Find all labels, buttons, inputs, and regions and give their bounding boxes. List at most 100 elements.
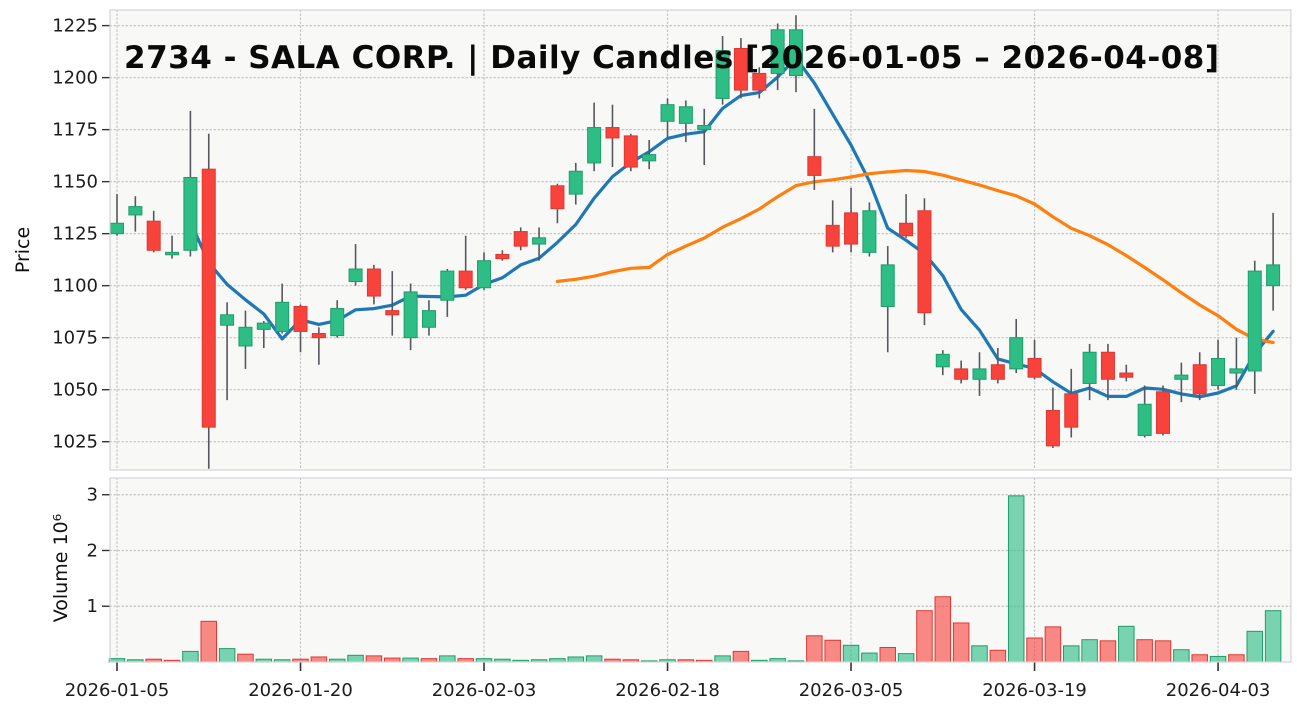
candle-up [1137, 403, 1152, 436]
price-tick-label: 1175 [52, 120, 98, 141]
candle-down [513, 231, 528, 247]
price-tick-label: 1150 [52, 172, 98, 193]
volume-bar [916, 610, 933, 663]
candle-down [495, 253, 510, 260]
date-tick-label: 2026-01-05 [65, 680, 170, 701]
candle-up [642, 154, 657, 162]
volume-panel-background [110, 478, 1291, 662]
volume-bar [1209, 655, 1227, 663]
candle-down [1100, 351, 1115, 380]
volume-bar [989, 649, 1007, 663]
candle-up [697, 124, 712, 131]
price-panel-border [109, 9, 1292, 471]
volume-bar [1228, 654, 1245, 663]
volume-bar [934, 596, 952, 663]
volume-tick-label: 1 [87, 596, 98, 617]
volume-bar [1007, 495, 1025, 663]
candle-up [1174, 374, 1189, 380]
volume-bar [567, 656, 585, 663]
candle-down [1119, 372, 1134, 378]
candle-down [366, 268, 381, 297]
candle-up [587, 127, 602, 164]
volume-bar [952, 622, 970, 663]
candle-down [385, 310, 400, 316]
candle-up [1211, 357, 1226, 387]
candle-down [844, 212, 859, 245]
volume-bar [218, 648, 236, 663]
volume-bar [1118, 625, 1135, 663]
candle-up [715, 50, 730, 99]
candle-up [110, 222, 124, 235]
candle-down [605, 127, 620, 139]
volume-bar [1191, 654, 1208, 663]
date-tick-label: 2026-02-18 [615, 680, 720, 701]
candle-up [935, 353, 950, 368]
volume-bar [1099, 640, 1117, 663]
candle-up [880, 264, 895, 307]
candle-up [1082, 351, 1097, 384]
volume-bar [237, 653, 254, 663]
volume-tick-label: 3 [87, 485, 98, 506]
price-tick-label: 1225 [52, 16, 98, 37]
candle-up [220, 314, 235, 326]
date-tick-label: 2026-03-19 [982, 680, 1087, 701]
candle-up [440, 270, 455, 301]
candle-up [128, 206, 143, 216]
candle-up [256, 322, 271, 330]
candle-up [238, 326, 253, 347]
candle-down [1192, 364, 1207, 395]
ma-fast-blue-line [188, 56, 1275, 399]
volume-bar [1044, 626, 1062, 663]
candle-up [678, 106, 693, 124]
volume-bar [200, 620, 218, 663]
price-tick-label: 1050 [52, 380, 98, 401]
price-tick-label: 1025 [52, 432, 98, 453]
volume-bar [439, 655, 456, 663]
candle-down [733, 47, 748, 91]
candle-down [825, 224, 840, 247]
candle-up [1247, 270, 1262, 372]
candle-up [532, 237, 547, 245]
date-tick-label: 2026-04-03 [1166, 680, 1271, 701]
candle-down [917, 210, 932, 314]
candle-down [550, 185, 565, 210]
candle-up [275, 301, 290, 332]
price-tick-label: 1075 [52, 328, 98, 349]
volume-bar [732, 650, 750, 663]
price-axis-title: Price [12, 226, 34, 274]
volume-bar [824, 639, 841, 663]
volume-bar [1246, 630, 1264, 663]
date-tick-label: 2026-01-20 [248, 680, 353, 701]
candle-up [1266, 264, 1281, 287]
volume-bar [365, 655, 383, 663]
candle-down [1064, 393, 1079, 428]
volume-bar [879, 647, 896, 663]
volume-axis-title: Volume 10⁶ [50, 513, 72, 623]
volume-bar [714, 655, 731, 663]
candle-down [899, 222, 914, 237]
date-tick-label: 2026-03-05 [799, 680, 904, 701]
candle-up [1229, 368, 1244, 374]
price-tick-label: 1125 [52, 224, 98, 245]
candle-down [954, 368, 969, 380]
candle-down [293, 305, 308, 332]
volume-bar [1136, 639, 1153, 663]
ma-slow-orange-line [555, 168, 1275, 345]
volume-bar [1173, 649, 1190, 663]
candle-down [458, 270, 473, 289]
candle-up [972, 368, 987, 380]
candle-up [1009, 337, 1024, 370]
volume-bar [842, 644, 860, 663]
chart-title: 2734 - SALA CORP. | Daily Candles [2026-… [124, 40, 1220, 76]
volume-bar [861, 652, 878, 663]
volume-panel-border [109, 477, 1292, 663]
candle-down [623, 135, 638, 168]
candle-up [165, 251, 180, 256]
volume-bar [1026, 637, 1043, 663]
candle-down [201, 168, 216, 428]
volume-bar [1264, 610, 1282, 663]
candle-up [403, 291, 418, 339]
volume-bar [806, 635, 823, 663]
